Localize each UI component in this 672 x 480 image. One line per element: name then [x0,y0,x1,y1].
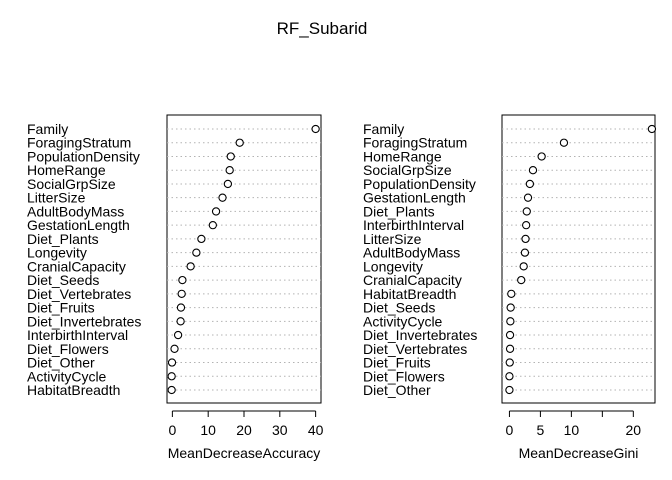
data-point [505,372,514,381]
data-point [186,262,195,271]
data-point [170,344,179,353]
x-tick-label: 20 [626,422,642,438]
row-label: Diet_Invertebrates [363,327,477,343]
row-label: SocialGrpSize [363,162,452,178]
data-point [177,289,186,298]
data-point [647,124,657,134]
data-point [537,152,546,161]
x-axis-label: MeanDecreaseAccuracy [168,445,321,461]
row-label: LitterSize [363,231,422,247]
x-tick-label: 0 [168,422,176,438]
panel-mean-decrease-gini: FamilyForagingStratumHomeRangeSocialGrpS… [363,114,657,461]
data-point [517,275,526,285]
row-label: AdultBodyMass [27,203,124,219]
data-point [167,372,176,381]
data-point [178,275,187,285]
row-label: Diet_Vertebrates [363,341,467,357]
row-label: HabitatBreadth [363,286,456,302]
panel-mean-decrease-accuracy: FamilyForagingStratumPopulationDensityHo… [27,114,324,461]
data-point [211,207,221,216]
x-tick-label: 10 [200,422,216,438]
data-point [505,385,514,395]
row-label: InterbirthInterval [27,327,128,343]
row-label: Diet_Invertebrates [27,313,141,329]
data-point [192,248,201,257]
row-label: Diet_Flowers [27,341,109,357]
data-point [505,358,514,367]
data-point [521,234,530,244]
x-tick-label: 0 [506,422,514,438]
row-label: CranialCapacity [363,272,462,288]
row-label: Diet_Seeds [363,300,435,316]
data-point [223,179,233,189]
row-label: ActivityCycle [363,313,443,329]
row-label: Diet_Other [27,355,95,371]
data-point [208,221,217,230]
data-point [176,303,186,312]
row-label: Diet_Fruits [27,300,95,316]
row-label: Diet_Seeds [27,272,99,288]
row-label: Diet_Fruits [363,355,431,371]
row-label: Longevity [363,258,423,274]
row-label: InterbirthInterval [363,217,464,233]
row-label: Family [27,121,68,137]
row-label: HomeRange [27,162,106,178]
row-label: LitterSize [27,190,86,206]
row-label: AdultBodyMass [363,245,460,261]
data-point [173,330,183,340]
x-axis-label: MeanDecreaseGini [519,445,639,461]
data-point [218,193,227,202]
data-point [167,385,176,395]
data-point [525,179,535,189]
row-label: Family [363,121,404,137]
row-label: HabitatBreadth [27,382,120,398]
row-label: SocialGrpSize [27,176,116,192]
data-point [522,221,531,230]
row-label: Diet_Vertebrates [27,286,131,302]
row-label: ForagingStratum [27,135,131,151]
data-point [505,330,515,340]
x-tick-label: 40 [308,422,324,438]
row-label: GestationLength [363,190,466,206]
data-point [167,358,177,367]
data-point [519,262,528,271]
row-label: Diet_Flowers [363,368,445,384]
data-point [507,289,516,298]
row-label: PopulationDensity [363,176,476,192]
data-point [506,303,515,312]
data-point [225,166,234,175]
data-point [505,344,515,353]
data-point [197,234,206,244]
data-point [523,193,533,202]
row-label: Diet_Other [363,382,431,398]
row-label: Diet_Plants [363,203,435,219]
plot-box [501,114,656,404]
plot-box [166,114,322,404]
row-label: Longevity [27,245,87,261]
row-label: PopulationDensity [27,148,140,164]
row-label: ForagingStratum [363,135,467,151]
data-point [528,166,538,175]
data-point [559,138,569,147]
row-label: ActivityCycle [27,368,107,384]
row-label: GestationLength [27,217,130,233]
data-point [506,317,515,326]
chart-title: RF_Subarid [277,19,368,38]
x-tick-label: 30 [272,422,288,438]
data-point [522,207,531,216]
data-point [311,124,320,134]
x-tick-label: 20 [236,422,252,438]
row-label: CranialCapacity [27,258,126,274]
x-tick-label: 5 [537,422,545,438]
data-point [176,317,185,326]
row-label: HomeRange [363,148,442,164]
data-point [520,248,530,257]
data-point [226,152,235,161]
row-label: Diet_Plants [27,231,99,247]
x-tick-label: 10 [564,422,580,438]
data-point [235,138,244,147]
